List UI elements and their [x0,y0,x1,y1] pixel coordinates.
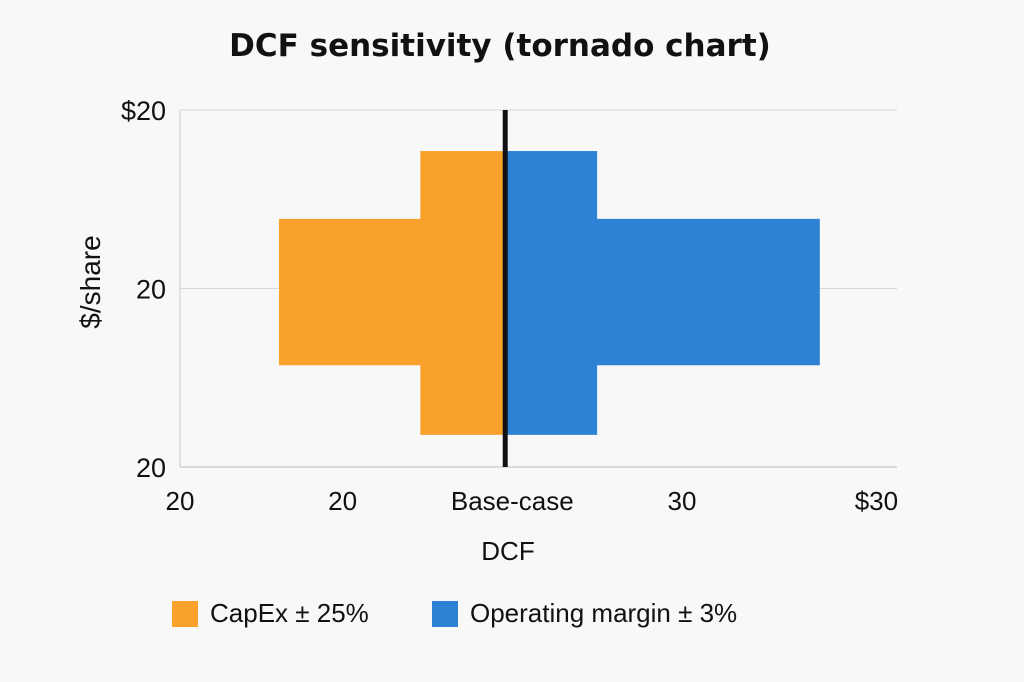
y-tick-label: 20 [136,275,166,305]
legend-item-capex: CapEx ± 25% [172,598,369,629]
bar-capex [278,218,506,366]
legend-swatch-operating-margin [432,600,458,627]
legend-item-operating-margin: Operating margin ± 3% [432,598,737,629]
y-axis-label: $/share [75,235,106,328]
bar-operating-margin [505,218,820,366]
x-tick-label: 20 [328,486,357,516]
legend-label-operating-margin: Operating margin ± 3% [470,598,738,628]
legend-swatch-capex [172,600,198,627]
y-tick-label: 20 [136,453,166,483]
x-tick-label: Base-case [451,486,574,516]
legend-label-capex: CapEx ± 25% [210,598,369,628]
x-tick-label: $30 [855,486,898,516]
x-axis-label: DCF [481,536,534,566]
y-tick-label: $20 [121,96,166,126]
x-tick-label: 30 [668,486,697,516]
x-tick-label: 20 [166,486,195,516]
chart-title: DCF sensitivity (tornado chart) [229,28,771,64]
